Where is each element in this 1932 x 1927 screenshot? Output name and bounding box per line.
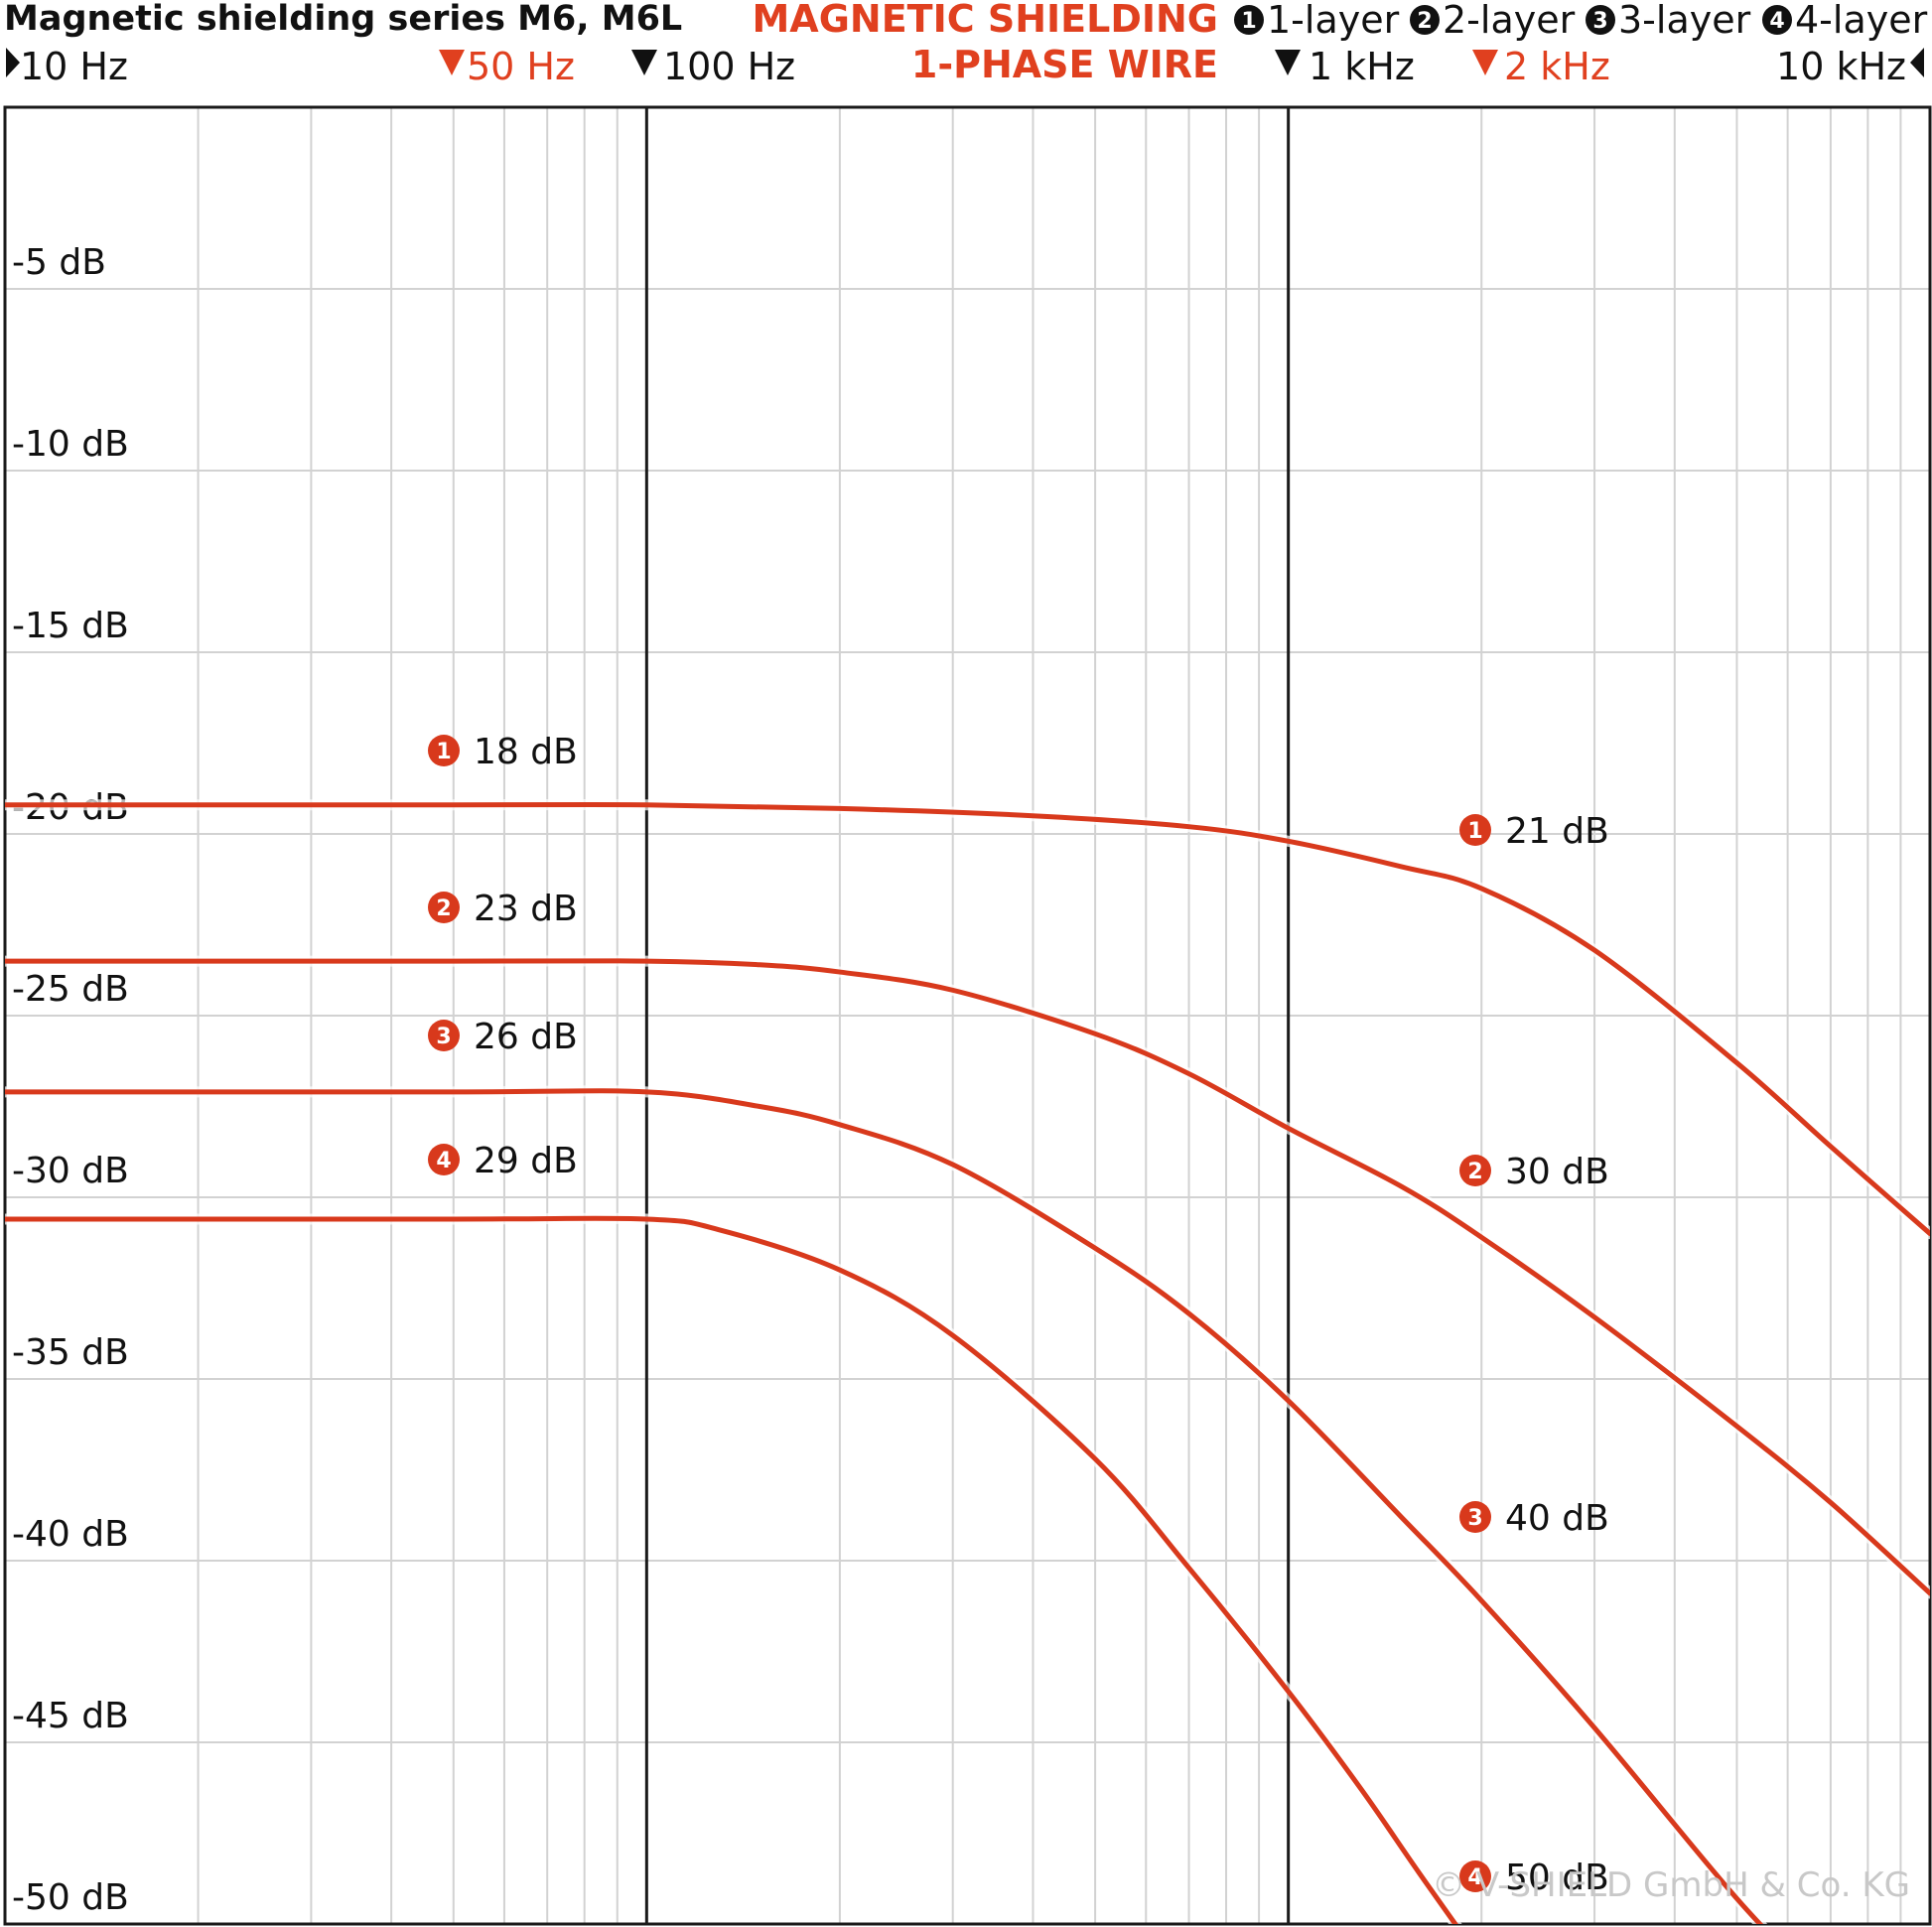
x-marker-label: 1 kHz <box>1309 45 1415 88</box>
x-marker-label: 50 Hz <box>467 45 575 88</box>
legend-badge-3 <box>1586 5 1615 35</box>
x-marker-label: 100 Hz <box>663 45 795 88</box>
series-line-3-layer <box>5 1088 1764 1924</box>
data-label-badge-number: 3 <box>436 1025 451 1049</box>
y-tick-label: -25 dB <box>12 969 129 1010</box>
chart-header: Magnetic shielding series M6, M6L MAGNET… <box>4 0 1928 88</box>
y-tick-label: -45 dB <box>12 1696 129 1736</box>
data-label-badge-2 <box>1459 1155 1491 1186</box>
x-marker-label: 2 kHz <box>1504 45 1610 88</box>
legend-badge-number: 1 <box>1241 9 1256 34</box>
data-label-badge-4 <box>428 1144 460 1175</box>
data-label-badge-2 <box>428 892 460 923</box>
x-marker-triangle <box>6 48 20 77</box>
chart-subtitle-line-1: MAGNETIC SHIELDING <box>752 0 1218 41</box>
legend-badge-1 <box>1234 5 1264 35</box>
data-label-badge-number: 2 <box>1467 1160 1482 1184</box>
plot-frame <box>3 105 1932 1926</box>
legend-label: 4-layer <box>1795 0 1928 42</box>
y-tick-label: -5 dB <box>12 242 106 283</box>
x-marker-label: 10 kHz <box>1776 45 1906 88</box>
data-label: 29 dB <box>474 1141 578 1181</box>
legend-badge-number: 3 <box>1592 9 1607 34</box>
x-marker-triangle <box>1472 50 1498 75</box>
data-label-badge-1 <box>428 735 460 766</box>
copyright-notice: © V-SHIELD GmbH & Co. KG <box>1432 1865 1910 1905</box>
data-label-badge-number: 2 <box>436 896 451 921</box>
data-label-badge-1 <box>1459 814 1491 846</box>
series-line-4-layer <box>5 1215 1458 1924</box>
data-label-badge-3 <box>1459 1501 1491 1533</box>
y-tick-label: -30 dB <box>12 1151 129 1191</box>
x-marker-triangle <box>1910 48 1924 77</box>
data-label: 50 dB <box>1505 1858 1609 1898</box>
data-label: 23 dB <box>474 889 578 929</box>
legend-badge-number: 2 <box>1417 9 1432 34</box>
legend-badge-number: 4 <box>1769 9 1784 34</box>
y-tick-label: -40 dB <box>12 1514 129 1555</box>
y-tick-label: -10 dB <box>12 424 129 465</box>
y-tick-label: -50 dB <box>12 1877 129 1918</box>
legend-label: 1-layer <box>1267 0 1400 42</box>
series-line-1-layer <box>5 801 1930 1237</box>
chart-subtitle-line-2: 1-PHASE WIRE <box>911 43 1218 86</box>
chart-title: Magnetic shielding series M6, M6L <box>4 0 682 39</box>
legend-badge-2 <box>1410 5 1440 35</box>
data-label-badge-number: 4 <box>436 1149 451 1173</box>
data-label-badge-3 <box>428 1020 460 1051</box>
data-label: 21 dB <box>1505 811 1609 852</box>
data-label-badge-number: 3 <box>1467 1506 1482 1531</box>
x-marker-label: 10 Hz <box>20 45 128 88</box>
data-label: 40 dB <box>1505 1498 1609 1539</box>
series <box>5 798 1930 1924</box>
legend-label: 2-layer <box>1443 0 1576 42</box>
data-label-badge-number: 1 <box>1467 819 1482 844</box>
data-label: 18 dB <box>474 732 578 772</box>
x-axis-markers: 10 Hz 50 Hz 100 Hz 1 kHz 2 kHz 10 kHz <box>6 45 1924 88</box>
legend: 1 1-layer 2 2-layer 3 3-layer 4 4-layer <box>1234 0 1928 42</box>
y-tick-label: -35 dB <box>12 1332 129 1373</box>
data-label-badge-4 <box>1459 1860 1491 1892</box>
grid <box>3 105 1932 1926</box>
data-labels: 1 18 dB 1 21 dB 2 23 dB 2 30 dB 3 26 dB 3 40 dB 4 29 … <box>428 732 1609 1898</box>
data-label: 26 dB <box>474 1017 578 1057</box>
data-label-badge-number: 1 <box>436 740 451 764</box>
y-tick-label: -15 dB <box>12 606 129 646</box>
data-label: 30 dB <box>1505 1152 1609 1192</box>
legend-badge-4 <box>1762 5 1792 35</box>
y-axis-ticks: -5 dB-10 dB-15 dB-20 dB-25 dB-30 dB-35 d… <box>12 242 129 1918</box>
legend-label: 3-layer <box>1618 0 1751 42</box>
x-marker-triangle <box>631 50 657 75</box>
data-label-badge-number: 4 <box>1467 1865 1482 1890</box>
x-marker-triangle <box>439 50 465 75</box>
x-marker-triangle <box>1275 50 1301 75</box>
series-line-2-layer <box>5 958 1930 1596</box>
